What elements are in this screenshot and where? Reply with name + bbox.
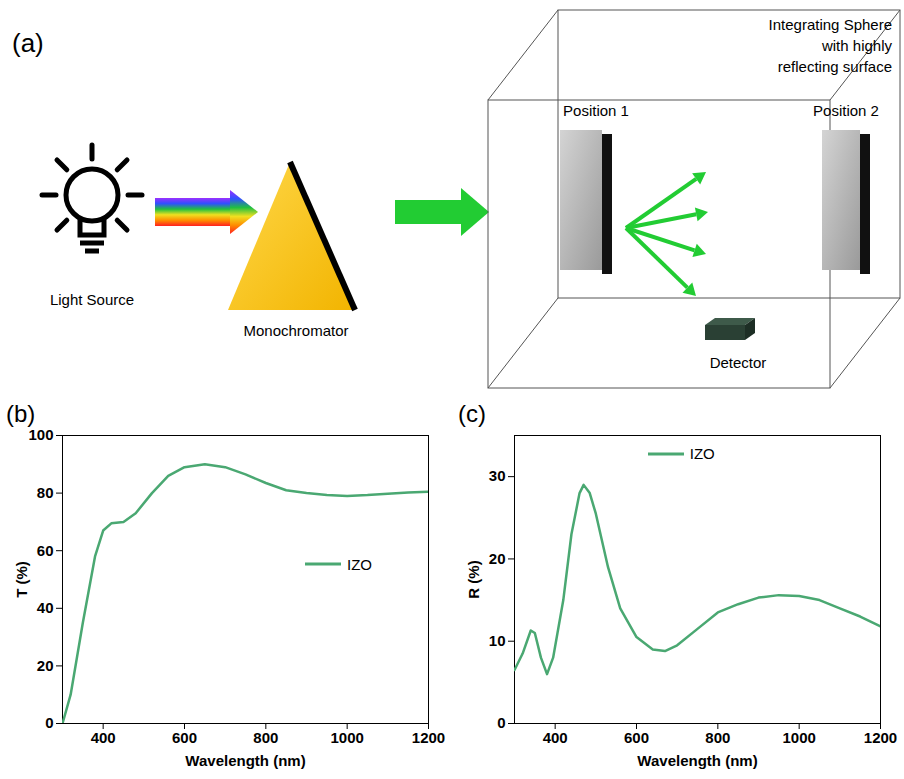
svg-text:Monochromator: Monochromator bbox=[243, 322, 348, 339]
svg-text:Wavelength (nm): Wavelength (nm) bbox=[637, 752, 757, 769]
svg-text:40: 40 bbox=[37, 599, 54, 616]
svg-text:1200: 1200 bbox=[864, 729, 897, 746]
svg-text:800: 800 bbox=[253, 729, 278, 746]
svg-text:20: 20 bbox=[489, 550, 506, 567]
svg-text:R (%): R (%) bbox=[465, 560, 482, 598]
svg-text:400: 400 bbox=[543, 729, 568, 746]
svg-text:1000: 1000 bbox=[330, 729, 363, 746]
svg-text:Detector: Detector bbox=[710, 354, 767, 371]
html-text:IZO: IZO bbox=[347, 556, 372, 573]
svg-text:reflecting surface: reflecting surface bbox=[778, 58, 892, 75]
html-text:(b): (b) bbox=[6, 400, 36, 427]
svg-text:30: 30 bbox=[489, 467, 506, 484]
html-text:IZO: IZO bbox=[689, 445, 715, 462]
svg-text:600: 600 bbox=[172, 729, 197, 746]
svg-text:1200: 1200 bbox=[412, 729, 445, 746]
svg-text:Position 2: Position 2 bbox=[813, 102, 879, 119]
svg-text:Position 1: Position 1 bbox=[563, 102, 629, 119]
svg-text:Integrating Sphere: Integrating Sphere bbox=[769, 16, 892, 33]
svg-text:800: 800 bbox=[705, 729, 730, 746]
svg-text:10: 10 bbox=[489, 632, 506, 649]
svg-text:T (%): T (%) bbox=[13, 561, 30, 598]
svg-text:100: 100 bbox=[28, 426, 53, 443]
svg-text:0: 0 bbox=[497, 714, 505, 731]
svg-text:(a): (a) bbox=[12, 28, 44, 58]
svg-text:Light Source: Light Source bbox=[50, 291, 134, 308]
svg-text:0: 0 bbox=[45, 714, 53, 731]
svg-text:1000: 1000 bbox=[782, 729, 815, 746]
svg-text:60: 60 bbox=[37, 542, 54, 559]
svg-text:Wavelength (nm): Wavelength (nm) bbox=[185, 752, 305, 769]
svg-text:600: 600 bbox=[624, 729, 649, 746]
svg-text:80: 80 bbox=[37, 484, 54, 501]
svg-text:20: 20 bbox=[37, 657, 54, 674]
svg-text:400: 400 bbox=[91, 729, 116, 746]
html-text:(c): (c) bbox=[458, 400, 486, 427]
svg-text:with highly: with highly bbox=[821, 37, 893, 54]
